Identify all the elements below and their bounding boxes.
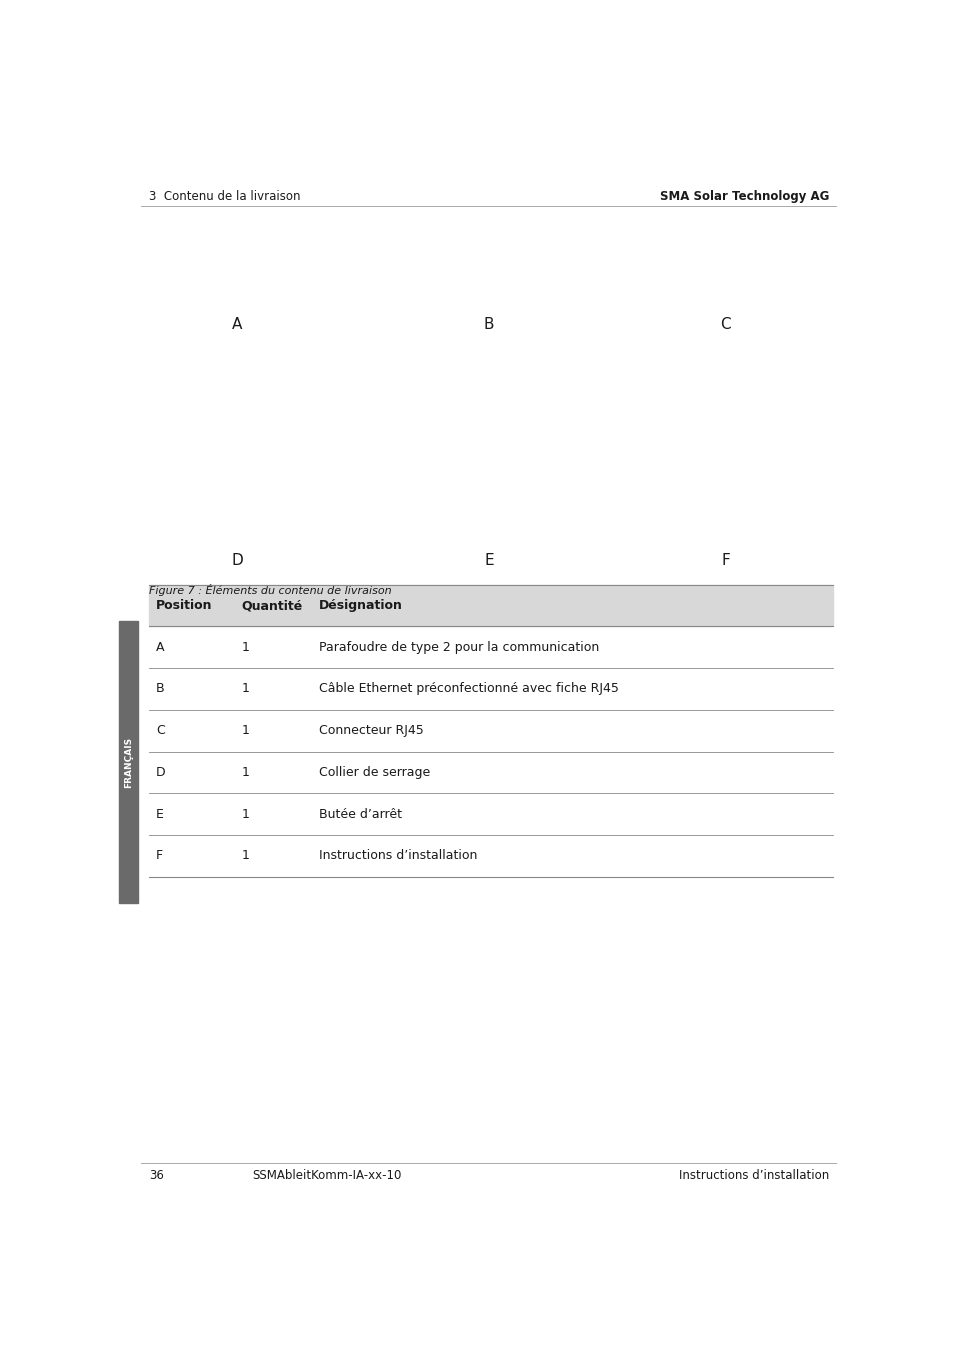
Text: Désignation: Désignation	[318, 598, 402, 612]
Text: SMA Solar Technology AG: SMA Solar Technology AG	[659, 191, 828, 203]
Text: Instructions d’installation: Instructions d’installation	[679, 1170, 828, 1182]
Text: Instructions d’installation: Instructions d’installation	[318, 849, 476, 862]
Text: Figure 7 : Éléments du contenu de livraison: Figure 7 : Éléments du contenu de livrai…	[149, 584, 391, 596]
Text: Collier de serrage: Collier de serrage	[318, 766, 430, 779]
Bar	[119, 621, 137, 903]
Text: 36: 36	[149, 1170, 164, 1182]
Text: Butée d’arrêt: Butée d’arrêt	[318, 807, 401, 821]
Text: 1: 1	[241, 682, 249, 696]
Text: D: D	[232, 554, 243, 569]
Text: 1: 1	[241, 724, 249, 737]
Text: C: C	[720, 317, 730, 332]
Text: F: F	[720, 554, 729, 569]
Text: 1: 1	[241, 766, 249, 779]
Text: A: A	[156, 640, 165, 654]
Text: 3  Contenu de la livraison: 3 Contenu de la livraison	[149, 191, 300, 203]
Text: SSMAbleitKomm-IA-xx-10: SSMAbleitKomm-IA-xx-10	[252, 1170, 401, 1182]
Text: Quantité: Quantité	[241, 598, 302, 612]
Text: E: E	[483, 554, 494, 569]
Text: B: B	[483, 317, 494, 332]
Text: F: F	[156, 849, 163, 862]
Text: B: B	[156, 682, 165, 696]
Text: D: D	[156, 766, 166, 779]
Text: A: A	[233, 317, 242, 332]
Text: Connecteur RJ45: Connecteur RJ45	[318, 724, 423, 737]
Text: C: C	[156, 724, 165, 737]
Text: 1: 1	[241, 849, 249, 862]
Text: E: E	[156, 807, 164, 821]
Text: Parafoudre de type 2 pour la communication: Parafoudre de type 2 pour la communicati…	[318, 640, 598, 654]
Bar	[149, 585, 832, 627]
Text: 1: 1	[241, 640, 249, 654]
Text: Position: Position	[156, 598, 213, 612]
Text: FRANÇAIS: FRANÇAIS	[124, 737, 132, 788]
Text: 1: 1	[241, 807, 249, 821]
Text: Câble Ethernet préconfectionné avec fiche RJ45: Câble Ethernet préconfectionné avec fich…	[318, 682, 618, 696]
